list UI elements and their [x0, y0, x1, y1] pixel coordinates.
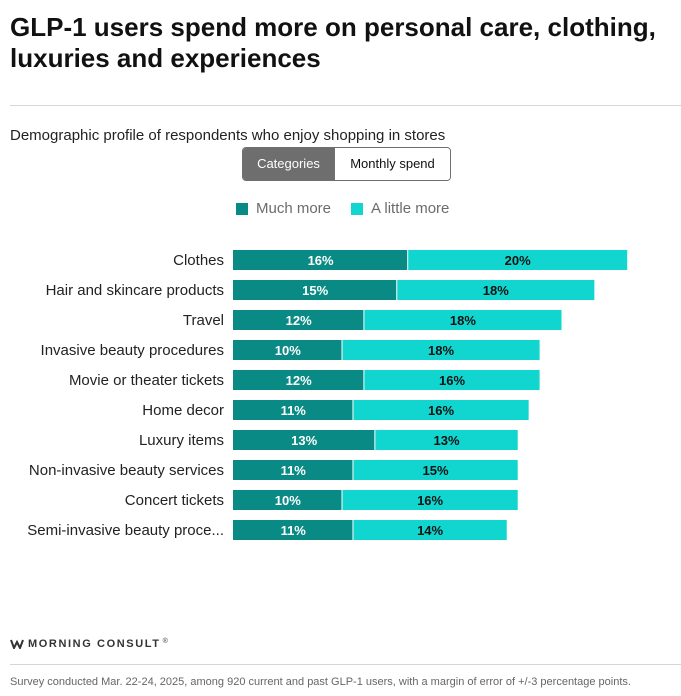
data-label-much-more-hair-and-skincare-products: 15%	[302, 283, 328, 298]
data-label-much-more-clothes: 16%	[308, 253, 334, 268]
data-label-a-little-more-hair-and-skincare-products: 18%	[483, 283, 509, 298]
legend: Much more A little more	[236, 200, 469, 217]
bar-a-little-more-clothes[interactable]	[408, 250, 628, 270]
data-label-a-little-more-home-decor: 16%	[428, 403, 454, 418]
brand-name: MORNING CONSULT	[28, 638, 161, 650]
data-label-a-little-more-movie-or-theater-tickets: 16%	[439, 373, 465, 388]
bar-much-more-clothes[interactable]	[233, 250, 408, 270]
legend-swatch-much-more	[236, 202, 248, 215]
bar-much-more-non-invasive-beauty-services[interactable]	[233, 460, 353, 480]
data-label-a-little-more-semi-invasive-beauty-proce: 14%	[417, 523, 443, 538]
category-label-luxury-items: Luxury items	[139, 432, 224, 449]
chart-subtitle: Demographic profile of respondents who e…	[10, 127, 446, 144]
legend-item-much-more[interactable]: Much more	[236, 200, 331, 217]
data-label-much-more-movie-or-theater-tickets: 12%	[286, 373, 312, 388]
bar-much-more-semi-invasive-beauty-proce[interactable]	[233, 520, 353, 540]
data-label-a-little-more-luxury-items: 13%	[434, 433, 460, 448]
category-label-home-decor: Home decor	[142, 402, 224, 419]
bar-much-more-movie-or-theater-tickets[interactable]	[233, 370, 364, 390]
bar-much-more-hair-and-skincare-products[interactable]	[233, 280, 397, 300]
bar-a-little-more-movie-or-theater-tickets[interactable]	[364, 370, 540, 390]
bottom-divider	[10, 664, 681, 665]
category-label-concert-tickets: Concert tickets	[125, 492, 224, 509]
bar-a-little-more-hair-and-skincare-products[interactable]	[397, 280, 595, 300]
bar-much-more-invasive-beauty-procedures[interactable]	[233, 340, 342, 360]
legend-label-a-little-more: A little more	[371, 200, 450, 217]
bar-a-little-more-concert-tickets[interactable]	[342, 490, 518, 510]
category-label-movie-or-theater-tickets: Movie or theater tickets	[69, 372, 224, 389]
category-label-semi-invasive-beauty-proce: Semi-invasive beauty proce...	[27, 522, 224, 539]
category-label-clothes: Clothes	[173, 252, 224, 269]
category-label-hair-and-skincare-products: Hair and skincare products	[46, 282, 224, 299]
data-label-much-more-concert-tickets: 10%	[275, 493, 301, 508]
data-label-a-little-more-non-invasive-beauty-services: 15%	[423, 463, 449, 478]
category-label-travel: Travel	[183, 312, 224, 329]
bar-much-more-travel[interactable]	[233, 310, 364, 330]
bar-a-little-more-travel[interactable]	[364, 310, 562, 330]
bar-much-more-concert-tickets[interactable]	[233, 490, 342, 510]
data-label-much-more-invasive-beauty-procedures: 10%	[275, 343, 301, 358]
category-label-non-invasive-beauty-services: Non-invasive beauty services	[29, 462, 224, 479]
bar-a-little-more-luxury-items[interactable]	[375, 430, 518, 450]
view-toggle: Categories Monthly spend	[242, 147, 451, 181]
bar-much-more-home-decor[interactable]	[233, 400, 353, 420]
legend-swatch-a-little-more	[351, 202, 364, 215]
morning-consult-mark-icon	[10, 639, 24, 649]
morning-consult-logo: MORNING CONSULT ®	[10, 638, 168, 650]
bar-a-little-more-non-invasive-beauty-services[interactable]	[353, 460, 518, 480]
bar-a-little-more-semi-invasive-beauty-proce[interactable]	[353, 520, 507, 540]
data-label-much-more-home-decor: 11%	[281, 403, 307, 418]
data-label-a-little-more-travel: 18%	[450, 313, 476, 328]
stacked-bar-chart: Clothes 16% 20% Hair and skincare products 1…	[27, 250, 628, 540]
legend-label-much-more: Much more	[256, 200, 332, 217]
data-label-much-more-semi-invasive-beauty-proce: 11%	[281, 523, 307, 538]
data-label-much-more-non-invasive-beauty-services: 11%	[281, 463, 307, 478]
footnote: Survey conducted Mar. 22-24, 2025, among…	[10, 676, 631, 688]
data-label-a-little-more-concert-tickets: 16%	[417, 493, 443, 508]
bar-a-little-more-home-decor[interactable]	[353, 400, 529, 420]
legend-item-a-little-more[interactable]: A little more	[351, 200, 449, 217]
brand-registered-mark: ®	[162, 638, 168, 645]
bar-much-more-luxury-items[interactable]	[233, 430, 375, 450]
data-label-much-more-luxury-items: 13%	[291, 433, 317, 448]
top-divider	[10, 105, 681, 106]
data-label-much-more-travel: 12%	[286, 313, 312, 328]
data-label-a-little-more-invasive-beauty-procedures: 18%	[428, 343, 454, 358]
chart-title: GLP-1 users spend more on personal care,…	[10, 12, 656, 73]
bar-a-little-more-invasive-beauty-procedures[interactable]	[342, 340, 540, 360]
monthly-spend-tab[interactable]: Monthly spend	[334, 148, 450, 180]
data-label-a-little-more-clothes: 20%	[505, 253, 531, 268]
category-label-invasive-beauty-procedures: Invasive beauty procedures	[41, 342, 224, 359]
categories-tab[interactable]: Categories	[243, 148, 334, 180]
